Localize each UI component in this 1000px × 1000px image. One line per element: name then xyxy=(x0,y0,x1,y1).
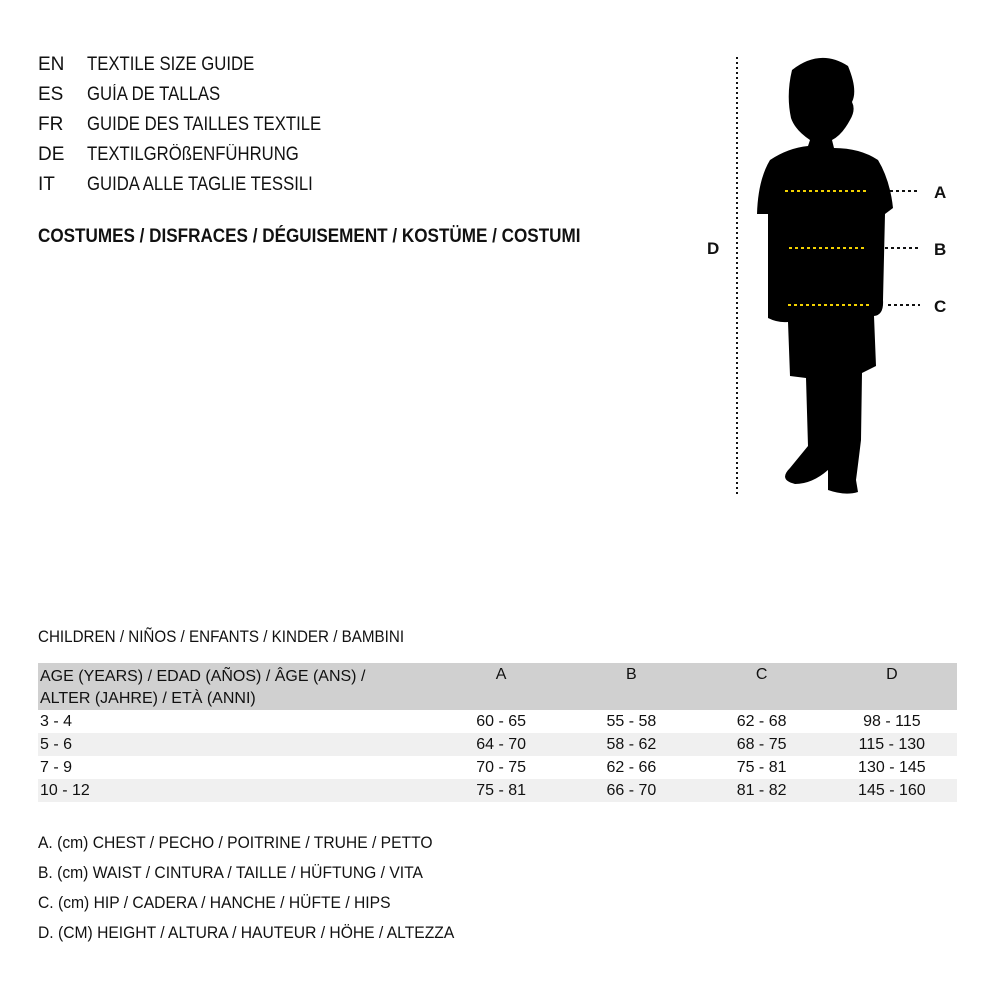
guide-title-it: IT GUIDA ALLE TAGLIE TESSILI xyxy=(38,170,344,200)
measure-cell: 145 - 160 xyxy=(858,781,926,799)
measure-cell: 62 - 66 xyxy=(606,758,657,776)
measure-cell: 98 - 115 xyxy=(863,712,921,730)
measure-cell: 66 - 70 xyxy=(606,781,657,799)
language-code: EN xyxy=(38,54,65,75)
language-code: IT xyxy=(38,174,55,195)
age-cell: 7 - 9 xyxy=(40,758,73,776)
table-row: 7 - 9 70 - 75 62 - 66 75 - 81 130 - 145 xyxy=(38,756,957,779)
measure-cell: 58 - 62 xyxy=(606,735,657,753)
label-b: B xyxy=(934,240,946,259)
label-d: D xyxy=(707,239,719,258)
language-code: DE xyxy=(38,144,65,165)
table-title: CHILDREN / NIÑOS / ENFANTS / KINDER / BA… xyxy=(38,628,405,646)
language-code: FR xyxy=(38,114,64,135)
measure-cell: 130 - 145 xyxy=(858,758,926,776)
age-cell: 5 - 6 xyxy=(40,735,73,753)
measure-cell: 55 - 58 xyxy=(606,712,657,730)
measure-cell: 70 - 75 xyxy=(476,758,527,776)
category-title: COSTUMES / DISFRACES / DÉGUISEMENT / KOS… xyxy=(38,226,581,247)
guide-title-text: GUÍA DE TALLAS xyxy=(87,84,221,105)
col-header-d: D xyxy=(886,666,898,683)
measure-cell: 75 - 81 xyxy=(476,781,527,799)
measure-cell: 75 - 81 xyxy=(736,758,787,776)
col-header-c: C xyxy=(755,666,768,683)
age-cell: 3 - 4 xyxy=(40,712,73,730)
child-silhouette-figure: A B C D xyxy=(707,57,946,494)
col-header-a: A xyxy=(495,666,507,683)
guide-title-fr: FR GUIDE DES TAILLES TEXTILE xyxy=(38,110,353,140)
legend-item: D. (CM) HEIGHT / ALTURA / HAUTEUR / HÖHE… xyxy=(38,923,455,942)
table-row: 3 - 4 60 - 65 55 - 58 62 - 68 98 - 115 xyxy=(38,710,957,733)
legend-item: B. (cm) WAIST / CINTURA / TAILLE / HÜFTU… xyxy=(38,863,423,882)
guide-title-en: EN TEXTILE SIZE GUIDE xyxy=(38,50,277,80)
size-table: AGE (YEARS) / EDAD (AÑOS) / ÂGE (ANS) / A… xyxy=(38,663,957,802)
guide-title-text: TEXTILGRÖßENFÜHRUNG xyxy=(87,144,299,165)
guide-title-de: DE TEXTILGRÖßENFÜHRUNG xyxy=(38,140,328,170)
measure-cell: 68 - 75 xyxy=(736,735,787,753)
legend-item: A. (cm) CHEST / PECHO / POITRINE / TRUHE… xyxy=(38,833,433,852)
guide-title-text: GUIDE DES TAILLES TEXTILE xyxy=(87,114,322,135)
age-header: AGE (YEARS) / EDAD (AÑOS) / ÂGE (ANS) / A… xyxy=(40,668,366,707)
guide-title-es: ES GUÍA DE TALLAS xyxy=(38,80,238,110)
measure-cell: 60 - 65 xyxy=(476,712,527,730)
guide-title-text: TEXTILE SIZE GUIDE xyxy=(87,54,255,75)
guide-title-text: GUIDA ALLE TAGLIE TESSILI xyxy=(87,174,313,195)
legend-item: C. (cm) HIP / CADERA / HANCHE / HÜFTE / … xyxy=(38,893,391,912)
table-row: 10 - 12 75 - 81 66 - 70 81 - 82 145 - 160 xyxy=(38,779,957,802)
measure-cell: 115 - 130 xyxy=(858,735,926,753)
measure-cell: 81 - 82 xyxy=(736,781,787,799)
label-a: A xyxy=(934,183,946,202)
label-c: C xyxy=(934,297,946,316)
age-cell: 10 - 12 xyxy=(40,781,90,799)
table-header-row: AGE (YEARS) / EDAD (AÑOS) / ÂGE (ANS) / A… xyxy=(38,663,957,710)
language-code: ES xyxy=(38,84,64,105)
measure-cell: 62 - 68 xyxy=(736,712,787,730)
child-silhouette xyxy=(757,57,893,494)
table-row: 5 - 6 64 - 70 58 - 62 68 - 75 115 - 130 xyxy=(38,733,957,756)
col-header-b: B xyxy=(626,666,637,683)
measure-cell: 64 - 70 xyxy=(476,735,527,753)
